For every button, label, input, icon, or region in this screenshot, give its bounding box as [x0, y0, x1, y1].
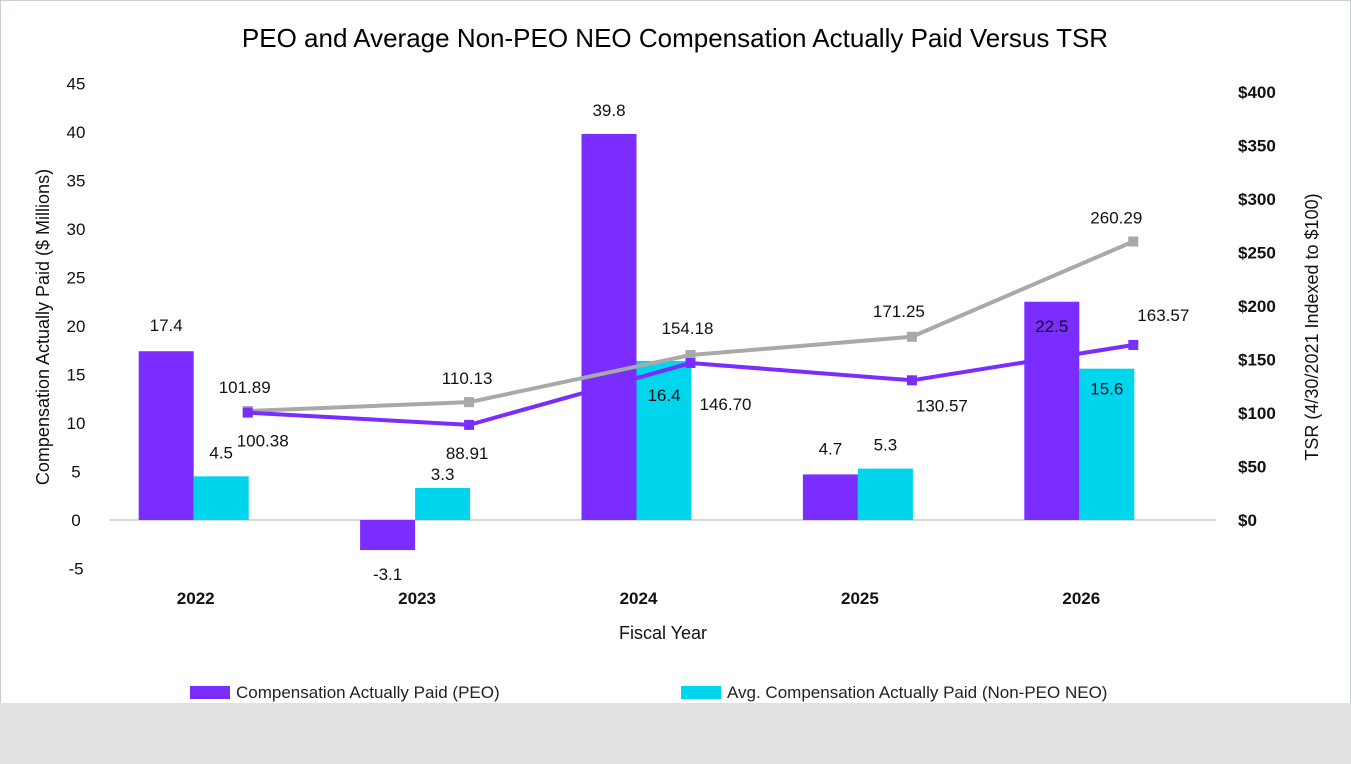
bar-peo	[581, 133, 637, 520]
chart-title: PEO and Average Non-PEO NEO Compensation…	[242, 23, 1108, 53]
line-point	[464, 419, 475, 430]
line-data-label: 171.25	[873, 302, 925, 321]
y2-axis-title: TSR (4/30/2021 Indexed to $100)	[1302, 193, 1322, 460]
line-point	[1128, 236, 1139, 247]
line-point	[685, 358, 696, 369]
bar-data-label: 17.4	[150, 316, 183, 335]
line-data-label: 110.13	[442, 369, 493, 388]
bar-neo	[1079, 368, 1135, 520]
line-data-label: 260.29	[1090, 208, 1142, 227]
bar-data-label: 22.5	[1035, 317, 1068, 336]
bar-peo	[1024, 301, 1080, 520]
bar-peo	[138, 351, 194, 520]
y-tick-label: 40	[67, 123, 86, 142]
bar-peo	[802, 474, 858, 520]
line-point	[464, 397, 475, 408]
y2-tick-label: $150	[1238, 351, 1276, 370]
y2-tick-label: $0	[1238, 511, 1257, 530]
line-point	[242, 407, 253, 418]
line-data-label: 163.57	[1137, 306, 1189, 325]
y-tick-label: -5	[68, 560, 83, 579]
x-tick-label: 2025	[841, 589, 879, 608]
line-point	[1128, 339, 1139, 350]
y-tick-label: 30	[67, 220, 86, 239]
y2-tick-label: $100	[1238, 404, 1276, 423]
bar-data-label: 3.3	[431, 465, 455, 484]
y-tick-label: 25	[67, 269, 86, 288]
y-tick-label: 0	[71, 511, 80, 530]
bar-data-label: 16.4	[647, 386, 680, 405]
y2-tick-label: $350	[1238, 137, 1276, 156]
legend: Compensation Actually Paid (PEO) Avg. Com…	[190, 683, 1107, 702]
bar-neo	[636, 360, 692, 520]
x-tick-label: 2024	[620, 589, 658, 608]
bar-data-label: 39.8	[592, 101, 625, 120]
line-point	[906, 331, 917, 342]
line-data-label: 88.91	[446, 444, 489, 463]
line-point	[906, 375, 917, 386]
bar-peo	[360, 520, 416, 551]
x-tick-label: 2023	[398, 589, 436, 608]
y-tick-label: 35	[67, 172, 86, 191]
x-tick-label: 2022	[177, 589, 215, 608]
y-axis-title: Compensation Actually Paid ($ Millions)	[33, 169, 53, 485]
y2-tick-label: $300	[1238, 190, 1276, 209]
y2-tick-label: $250	[1238, 244, 1276, 263]
bar-data-label: 4.5	[209, 443, 233, 462]
x-axis-title: Fiscal Year	[619, 623, 707, 643]
bar-data-label: -3.1	[373, 565, 402, 584]
line-point	[685, 350, 696, 361]
y-tick-label: 45	[67, 75, 86, 94]
legend-swatch	[681, 686, 721, 699]
bar-neo	[857, 468, 913, 520]
line-data-label: 146.70	[700, 395, 752, 414]
legend-label: Compensation Actually Paid (PEO)	[236, 683, 500, 702]
legend-swatch	[190, 686, 230, 699]
y-tick-label: 5	[71, 463, 80, 482]
y-tick-label: 20	[67, 317, 86, 336]
x-tick-label: 2026	[1062, 589, 1100, 608]
line-data-label: 100.38	[237, 432, 289, 451]
bar-data-label: 15.6	[1090, 380, 1123, 399]
line-data-label: 101.89	[219, 378, 271, 397]
y2-tick-label: $200	[1238, 297, 1276, 316]
bar-data-label: 4.7	[819, 439, 843, 458]
line-data-label: 130.57	[916, 396, 968, 415]
y2-tick-label: $50	[1238, 458, 1266, 477]
y-tick-label: 10	[67, 414, 86, 433]
bar-neo	[193, 476, 249, 520]
y2-tick-label: $400	[1238, 83, 1276, 102]
y-tick-label: 15	[67, 366, 86, 385]
legend-label: Avg. Compensation Actually Paid (Non-PEO…	[727, 683, 1107, 702]
bar-neo	[415, 487, 471, 520]
bottom-overlay	[0, 703, 1351, 764]
bar-data-label: 5.3	[874, 436, 898, 455]
line-data-label: 154.18	[662, 319, 714, 338]
